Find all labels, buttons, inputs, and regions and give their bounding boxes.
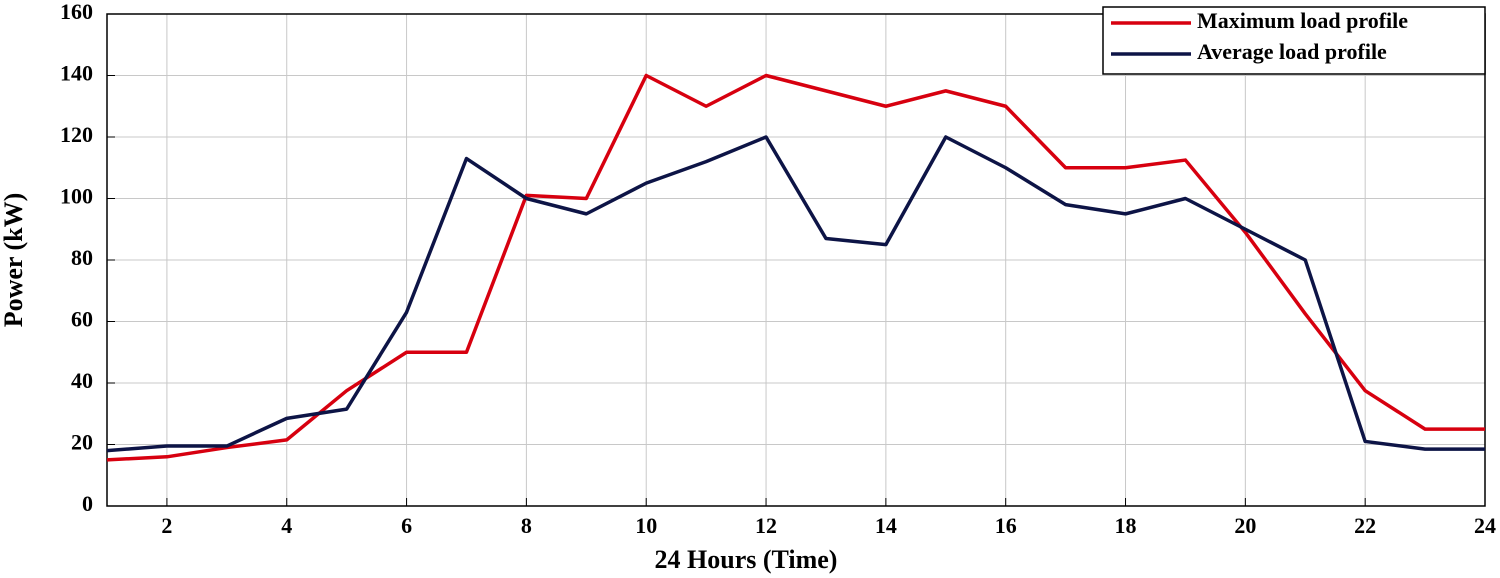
data-line [106,73,1485,462]
y-tick-label: 80 [71,245,93,270]
y-tick-label: 60 [71,307,93,332]
legend-box [1102,6,1486,75]
data-line [106,135,1485,453]
x-tick-label: 18 [1115,513,1137,538]
x-axis-title: 24 Hours (Time) [655,545,838,574]
legend: Maximum load profile Average load profile [1102,6,1486,75]
y-tick-label: 120 [60,122,93,147]
x-tick-label: 10 [635,513,657,538]
x-tick-label: 14 [875,513,897,538]
legend-label: Average load profile [1197,39,1387,64]
x-tick-label: 24 [1474,513,1496,538]
x-tick-label: 20 [1234,513,1256,538]
y-tick-label: 0 [82,491,93,516]
y-tick-label: 40 [71,368,93,393]
axes-box [106,13,1486,507]
x-tick-label: 6 [401,513,412,538]
x-tick-label: 22 [1354,513,1376,538]
y-axis-title: Power (kW) [0,193,28,328]
x-tick-label: 2 [161,513,172,538]
x-tick-label: 12 [755,513,777,538]
x-tick-label: 4 [281,513,292,538]
legend-label: Maximum load profile [1197,8,1408,33]
x-tick-label: 8 [521,513,532,538]
y-tick-label: 140 [60,61,93,86]
y-tick-label: 20 [71,430,93,455]
y-tick-label: 100 [60,184,93,209]
x-tick-label: 16 [995,513,1017,538]
y-tick-label: 160 [60,0,93,24]
